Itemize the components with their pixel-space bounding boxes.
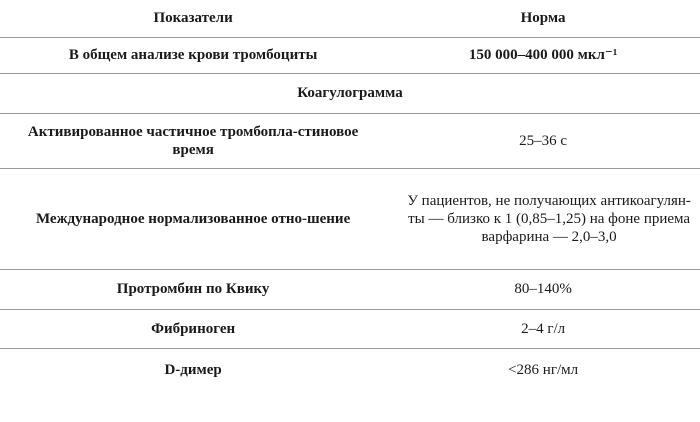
table-row: В общем анализе крови тромбоциты 150 000… (0, 37, 700, 74)
table-row: Фибриноген 2–4 г/л (0, 309, 700, 349)
norm: 25–36 с (386, 113, 700, 169)
indicator: Фибриноген (0, 309, 387, 349)
norm: 150 000–400 000 мкл⁻¹ (386, 37, 700, 74)
header-norm: Норма (386, 0, 700, 38)
table-row: Международное нормализованное отно-шение… (0, 168, 700, 270)
norm: <286 нг/мл (508, 362, 579, 379)
table-header: Показатели Норма (0, 0, 700, 38)
table-row: Протромбин по Квику 80–140% (0, 269, 700, 310)
section-row: Коагулограмма (0, 73, 700, 114)
section-title: Коагулограмма (0, 73, 700, 114)
table-row: Активированное частичное тромбопла-стино… (0, 113, 700, 169)
norm: 80–140% (386, 269, 700, 310)
norm: 2–4 г/л (386, 309, 700, 349)
norms-table: Показатели Норма В общем анализе крови т… (0, 0, 700, 392)
table-row: D-димер <286 нг/мл (0, 348, 700, 392)
norm: У пациентов, не получающих антикоагулян-… (386, 168, 700, 270)
indicator: Протромбин по Квику (0, 269, 387, 310)
indicator: D-димер (164, 362, 222, 379)
indicator: Международное нормализованное отно-шение (0, 168, 387, 270)
indicator: В общем анализе крови тромбоциты (0, 37, 387, 74)
header-indicators: Показатели (0, 0, 387, 38)
indicator: Активированное частичное тромбопла-стино… (0, 113, 387, 169)
